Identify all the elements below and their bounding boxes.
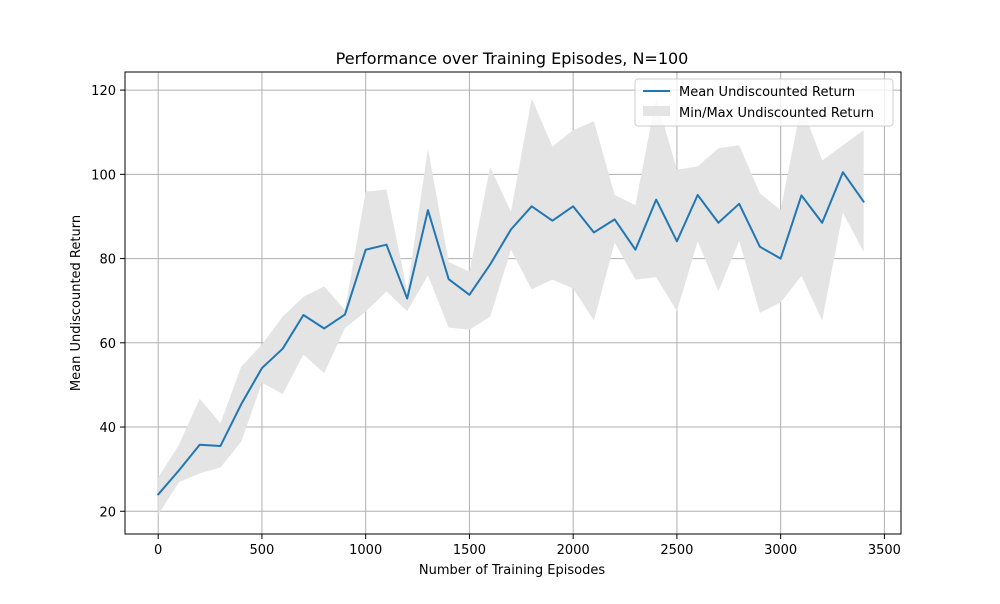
y-tick-label: 100 <box>91 168 116 183</box>
y-tick-label: 20 <box>99 505 116 520</box>
x-tick-label: 3500 <box>868 543 901 558</box>
plot-frame <box>124 71 902 535</box>
x-tick-label: 2500 <box>660 543 693 558</box>
mean-return-line <box>157 171 865 496</box>
legend: Mean Undiscounted Return Min/Max Undisco… <box>634 78 894 127</box>
x-tick-label: 1000 <box>349 543 382 558</box>
axis-ticks: 0 500 1000 1500 2000 2500 3000 3500 20 40 60 80 100 1… <box>91 84 901 558</box>
min-max-band <box>158 97 864 515</box>
x-tick-label: 0 <box>154 543 162 558</box>
legend-label-minmax: Min/Max Undiscounted Return <box>679 106 874 121</box>
min-max-band-layer <box>158 97 864 515</box>
x-tick-label: 3000 <box>764 543 797 558</box>
x-tick-label: 1500 <box>453 543 486 558</box>
mean-line-layer <box>157 171 865 496</box>
legend-box <box>634 78 894 127</box>
legend-label-mean: Mean Undiscounted Return <box>679 85 855 100</box>
x-axis-label: Number of Training Episodes <box>419 563 605 578</box>
y-axis-label: Mean Undiscounted Return <box>69 215 84 391</box>
x-tick-label: 2000 <box>557 543 590 558</box>
y-tick-label: 40 <box>99 421 116 436</box>
chart-title: Performance over Training Episodes, N=10… <box>336 49 689 68</box>
y-tick-label: 60 <box>99 337 116 352</box>
y-tick-label: 120 <box>91 84 116 99</box>
y-tick-label: 80 <box>99 253 116 268</box>
x-tick-label: 500 <box>250 543 275 558</box>
legend-band-swatch <box>643 106 670 116</box>
